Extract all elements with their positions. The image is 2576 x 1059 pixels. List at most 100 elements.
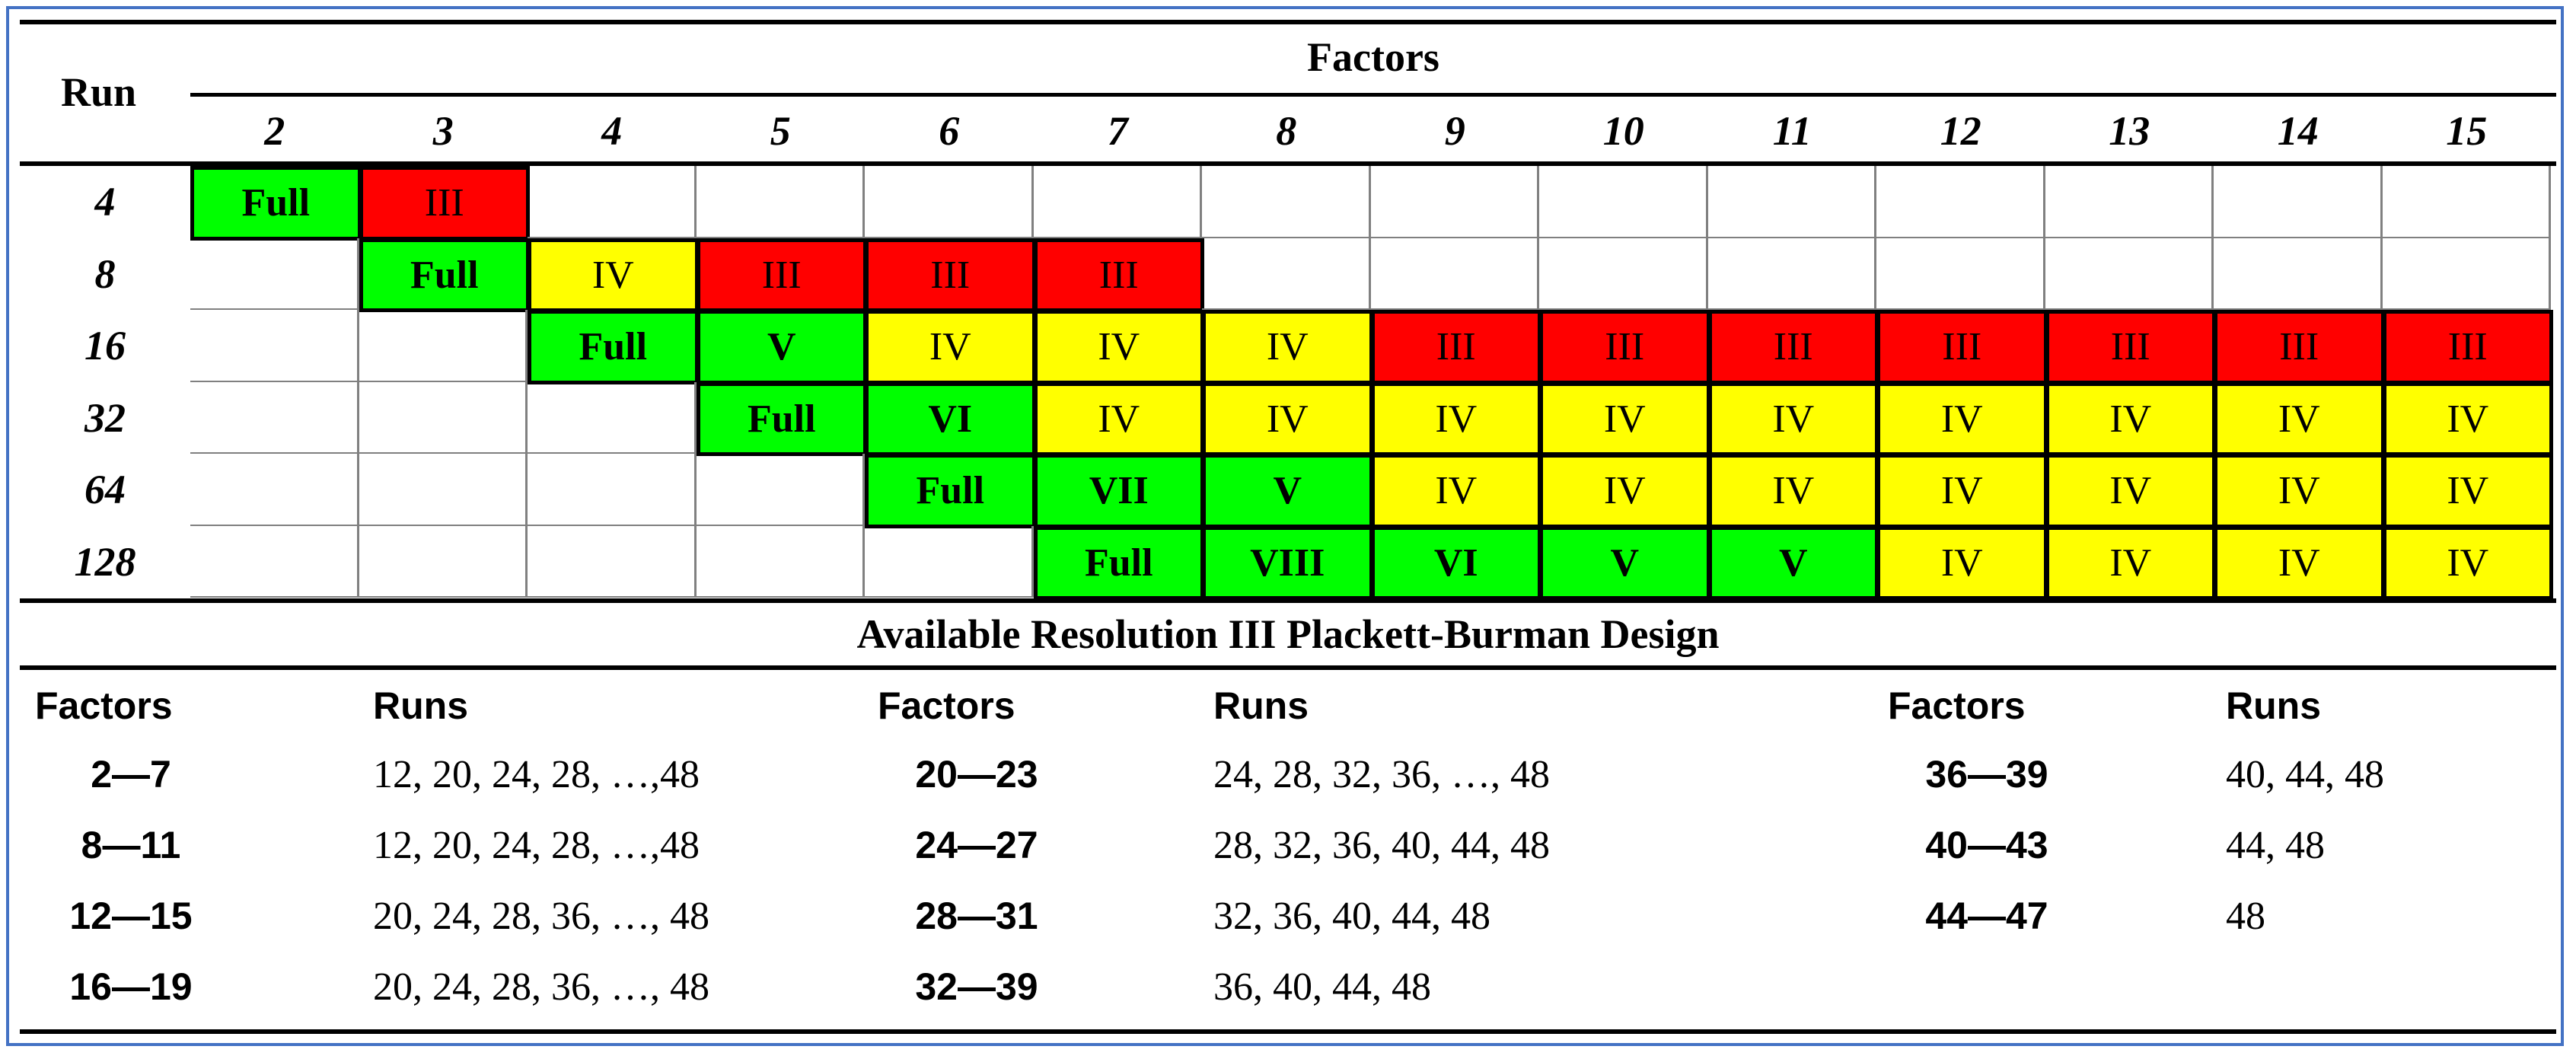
resolution-cell: III xyxy=(359,166,530,241)
top-rule xyxy=(20,20,2556,24)
run-row-label: 16 xyxy=(84,323,126,369)
document-frame xyxy=(6,6,2564,1046)
factor-column-header: 3 xyxy=(432,108,454,154)
table-bottom-rule xyxy=(20,598,2556,603)
run-row-label: 8 xyxy=(94,250,116,297)
empty-cell xyxy=(190,525,359,598)
empty-cell xyxy=(2214,238,2383,310)
pb-factor-range: 20—23 xyxy=(915,753,1038,796)
factors-underline xyxy=(190,93,2556,97)
resolution-cell: IV xyxy=(2382,454,2553,528)
empty-cell xyxy=(528,381,697,454)
factors-header: Factors xyxy=(1307,34,1439,80)
pb-run-values: 24, 28, 32, 36, …, 48 xyxy=(1213,753,1550,796)
resolution-cell: IV xyxy=(1033,310,1204,384)
resolution-cell: III xyxy=(2045,310,2216,384)
pb-factor-range: 2—7 xyxy=(91,753,171,796)
empty-cell xyxy=(1539,166,1708,238)
run-header: Run xyxy=(61,69,137,115)
resolution-cell: IV xyxy=(1539,381,1710,456)
resolution-cell: IV xyxy=(1202,381,1373,456)
empty-cell xyxy=(528,166,697,238)
empty-cell xyxy=(1202,166,1371,238)
pb-title-rule xyxy=(20,665,2556,670)
run-row-label: 64 xyxy=(84,467,126,513)
empty-cell xyxy=(2045,166,2214,238)
empty-cell xyxy=(1707,238,1876,310)
resolution-cell: IV xyxy=(1876,381,2048,456)
factor-column-header: 9 xyxy=(1444,108,1465,154)
resolution-cell: Full xyxy=(696,381,867,456)
pb-run-values: 32, 36, 40, 44, 48 xyxy=(1213,895,1490,938)
resolution-cell: IV xyxy=(528,238,699,312)
empty-cell xyxy=(359,525,528,598)
empty-cell xyxy=(1370,166,1539,238)
empty-cell xyxy=(359,454,528,526)
factor-column-header: 12 xyxy=(1940,108,1981,154)
empty-cell xyxy=(1876,166,2045,238)
pb-factor-range: 32—39 xyxy=(915,965,1038,1008)
resolution-cell: V xyxy=(1539,525,1710,600)
resolution-cell: IV xyxy=(1202,310,1373,384)
empty-cell xyxy=(359,381,528,454)
resolution-cell: Full xyxy=(1033,525,1204,600)
bottom-rule xyxy=(20,1029,2556,1034)
resolution-cell: VI xyxy=(865,381,1036,456)
resolution-cell: III xyxy=(1707,310,1879,384)
run-row-label: 128 xyxy=(74,538,136,585)
factor-column-header: 2 xyxy=(264,108,285,154)
pb-factor-range: 24—27 xyxy=(915,824,1038,866)
resolution-cell: III xyxy=(2214,310,2385,384)
resolution-cell: III xyxy=(1033,238,1204,312)
factor-column-header: 14 xyxy=(2277,108,2319,154)
pb-factor-range: 12—15 xyxy=(69,895,193,937)
empty-cell xyxy=(696,166,865,238)
pb-factor-range: 16—19 xyxy=(69,965,193,1008)
factor-column-header: 15 xyxy=(2446,108,2488,154)
resolution-cell: V xyxy=(1202,454,1373,528)
run-row-label: 32 xyxy=(84,394,126,441)
resolution-cell: VII xyxy=(1033,454,1204,528)
empty-cell xyxy=(190,454,359,526)
resolution-cell: IV xyxy=(2214,454,2385,528)
resolution-cell: Full xyxy=(865,454,1036,528)
pb-run-values: 20, 24, 28, 36, …, 48 xyxy=(373,965,709,1009)
resolution-cell: III xyxy=(1539,310,1710,384)
pb-factor-range: 44—47 xyxy=(1925,895,2048,937)
empty-cell xyxy=(1033,166,1202,238)
pb-run-values: 40, 44, 48 xyxy=(2226,753,2384,796)
factor-column-header: 7 xyxy=(1107,108,1128,154)
empty-cell xyxy=(528,525,697,598)
pb-runs-label: Runs xyxy=(2226,684,2321,727)
empty-cell xyxy=(1707,166,1876,238)
pb-factors-label: Factors xyxy=(35,684,173,727)
empty-cell xyxy=(190,310,359,382)
pb-factor-range: 28—31 xyxy=(915,895,1038,937)
empty-cell xyxy=(359,310,528,382)
pb-run-values: 28, 32, 36, 40, 44, 48 xyxy=(1213,824,1550,867)
resolution-cell: VI xyxy=(1370,525,1541,600)
pb-section-title: Available Resolution III Plackett-Burman… xyxy=(856,611,1720,657)
empty-cell xyxy=(528,454,697,526)
resolution-cell: IV xyxy=(865,310,1036,384)
resolution-cell: III xyxy=(1876,310,2048,384)
empty-cell xyxy=(190,381,359,454)
resolution-cell: IV xyxy=(1539,454,1710,528)
resolution-cell: IV xyxy=(2045,381,2216,456)
empty-cell xyxy=(1876,238,2045,310)
pb-factors-label: Factors xyxy=(1888,684,2026,727)
resolution-cell: III xyxy=(1370,310,1541,384)
resolution-cell: Full xyxy=(528,310,699,384)
resolution-cell: III xyxy=(2382,310,2553,384)
header-rule xyxy=(20,161,2556,166)
pb-run-values: 44, 48 xyxy=(2226,824,2325,867)
resolution-cell: Full xyxy=(190,166,362,241)
factor-column-header: 6 xyxy=(939,108,960,154)
factor-column-header: 4 xyxy=(601,108,623,154)
factor-column-header: 13 xyxy=(2109,108,2150,154)
resolution-cell: IV xyxy=(2045,454,2216,528)
resolution-cell: Full xyxy=(359,238,530,312)
resolution-cell: V xyxy=(1707,525,1879,600)
pb-factor-range: 8—11 xyxy=(81,824,181,866)
resolution-cell: VIII xyxy=(1202,525,1373,600)
